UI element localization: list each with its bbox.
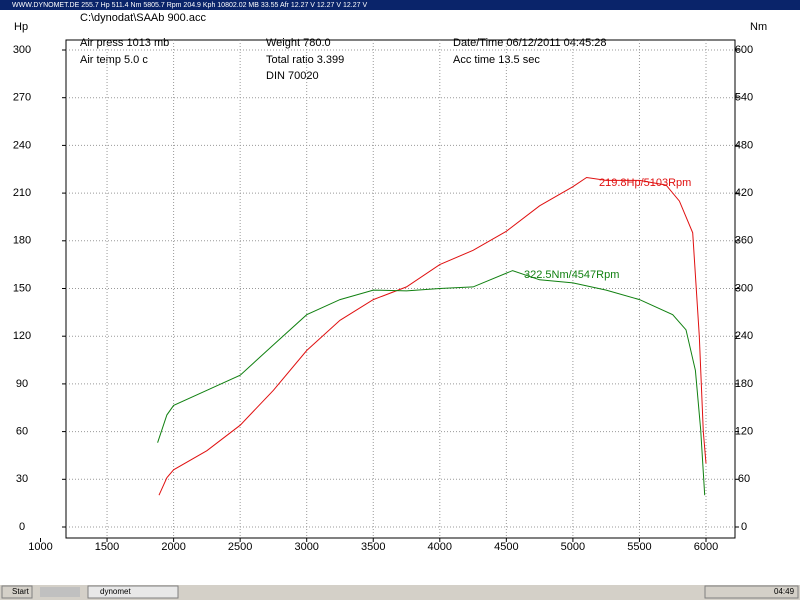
file-path: C:\dynodat\SAAb 900.acc [80, 12, 206, 24]
x-tick-label: 6000 [694, 541, 718, 553]
task-button[interactable] [87, 585, 179, 599]
quick-launch[interactable] [40, 587, 80, 597]
x-tick-label: 4000 [428, 541, 452, 553]
x-tick-label: 3500 [361, 541, 385, 553]
y-tick-label: 30 [16, 473, 28, 485]
data-line [157, 270, 706, 496]
x-tick-label: 2000 [161, 541, 185, 553]
y-tick-label: 150 [13, 282, 31, 294]
clock: 04:49 [774, 587, 795, 596]
info: Date/Time 06/12/2011 04:45:28 [453, 37, 607, 49]
y-tick-label: 240 [13, 139, 31, 151]
info: Air press 1013 mb [80, 37, 169, 49]
taskbar [0, 584, 800, 600]
y2-tick-label: 0 [741, 521, 747, 533]
info: Air temp 5.0 c [80, 54, 148, 66]
x-tick-label: 2500 [228, 541, 252, 553]
x-tick-label: 3000 [294, 541, 318, 553]
annotation: 219.8Hp/5103Rpm [599, 177, 691, 189]
y2-tick-label: 300 [735, 282, 753, 294]
y2-tick-label: 600 [735, 44, 753, 56]
y-tick-label: 0 [19, 521, 25, 533]
y2-tick-label: 360 [735, 235, 753, 247]
y-tick-label: 210 [13, 187, 31, 199]
info: Weight 780.0 [266, 37, 331, 49]
y-tick-label: 270 [13, 92, 31, 104]
y-tick-label: 90 [16, 378, 28, 390]
y2-tick-label: 120 [735, 426, 753, 438]
start-label[interactable]: Start [12, 587, 30, 596]
x-tick-label: 1500 [95, 541, 119, 553]
x-tick-label: 5500 [627, 541, 651, 553]
y2-tick-label: 480 [735, 139, 753, 151]
y2-tick-label: 60 [738, 473, 750, 485]
info: DIN 70020 [266, 70, 319, 82]
y2-tick-label: 180 [735, 378, 753, 390]
start-button[interactable] [1, 585, 33, 599]
plot [40, 39, 739, 542]
y2-tick-label: 540 [735, 92, 753, 104]
y-tick-label: 300 [13, 44, 31, 56]
y2-tick-label: 420 [735, 187, 753, 199]
annotation: 322.5Nm/4547Rpm [524, 269, 619, 281]
title-bar [0, 0, 800, 10]
y2-tick-label: 240 [735, 330, 753, 342]
window-title: WWW.DYNOMET.DE 255.7 Hp 511.4 Nm 5805.7 … [12, 2, 367, 9]
x-tick-label: 5000 [561, 541, 585, 553]
y-axis-label: Hp [14, 21, 28, 33]
info: Acc time 13.5 sec [453, 54, 540, 66]
y2-axis-label: Nm [750, 21, 767, 33]
y-tick-label: 120 [13, 330, 31, 342]
y-tick-label: 60 [16, 426, 28, 438]
task-label[interactable]: dynomet [100, 587, 131, 596]
x-tick-label: 4500 [494, 541, 518, 553]
info: Total ratio 3.399 [266, 54, 344, 66]
tray [704, 585, 799, 599]
data-line [158, 176, 707, 496]
y-tick-label: 180 [13, 235, 31, 247]
x-tick-label: 1000 [28, 541, 52, 553]
